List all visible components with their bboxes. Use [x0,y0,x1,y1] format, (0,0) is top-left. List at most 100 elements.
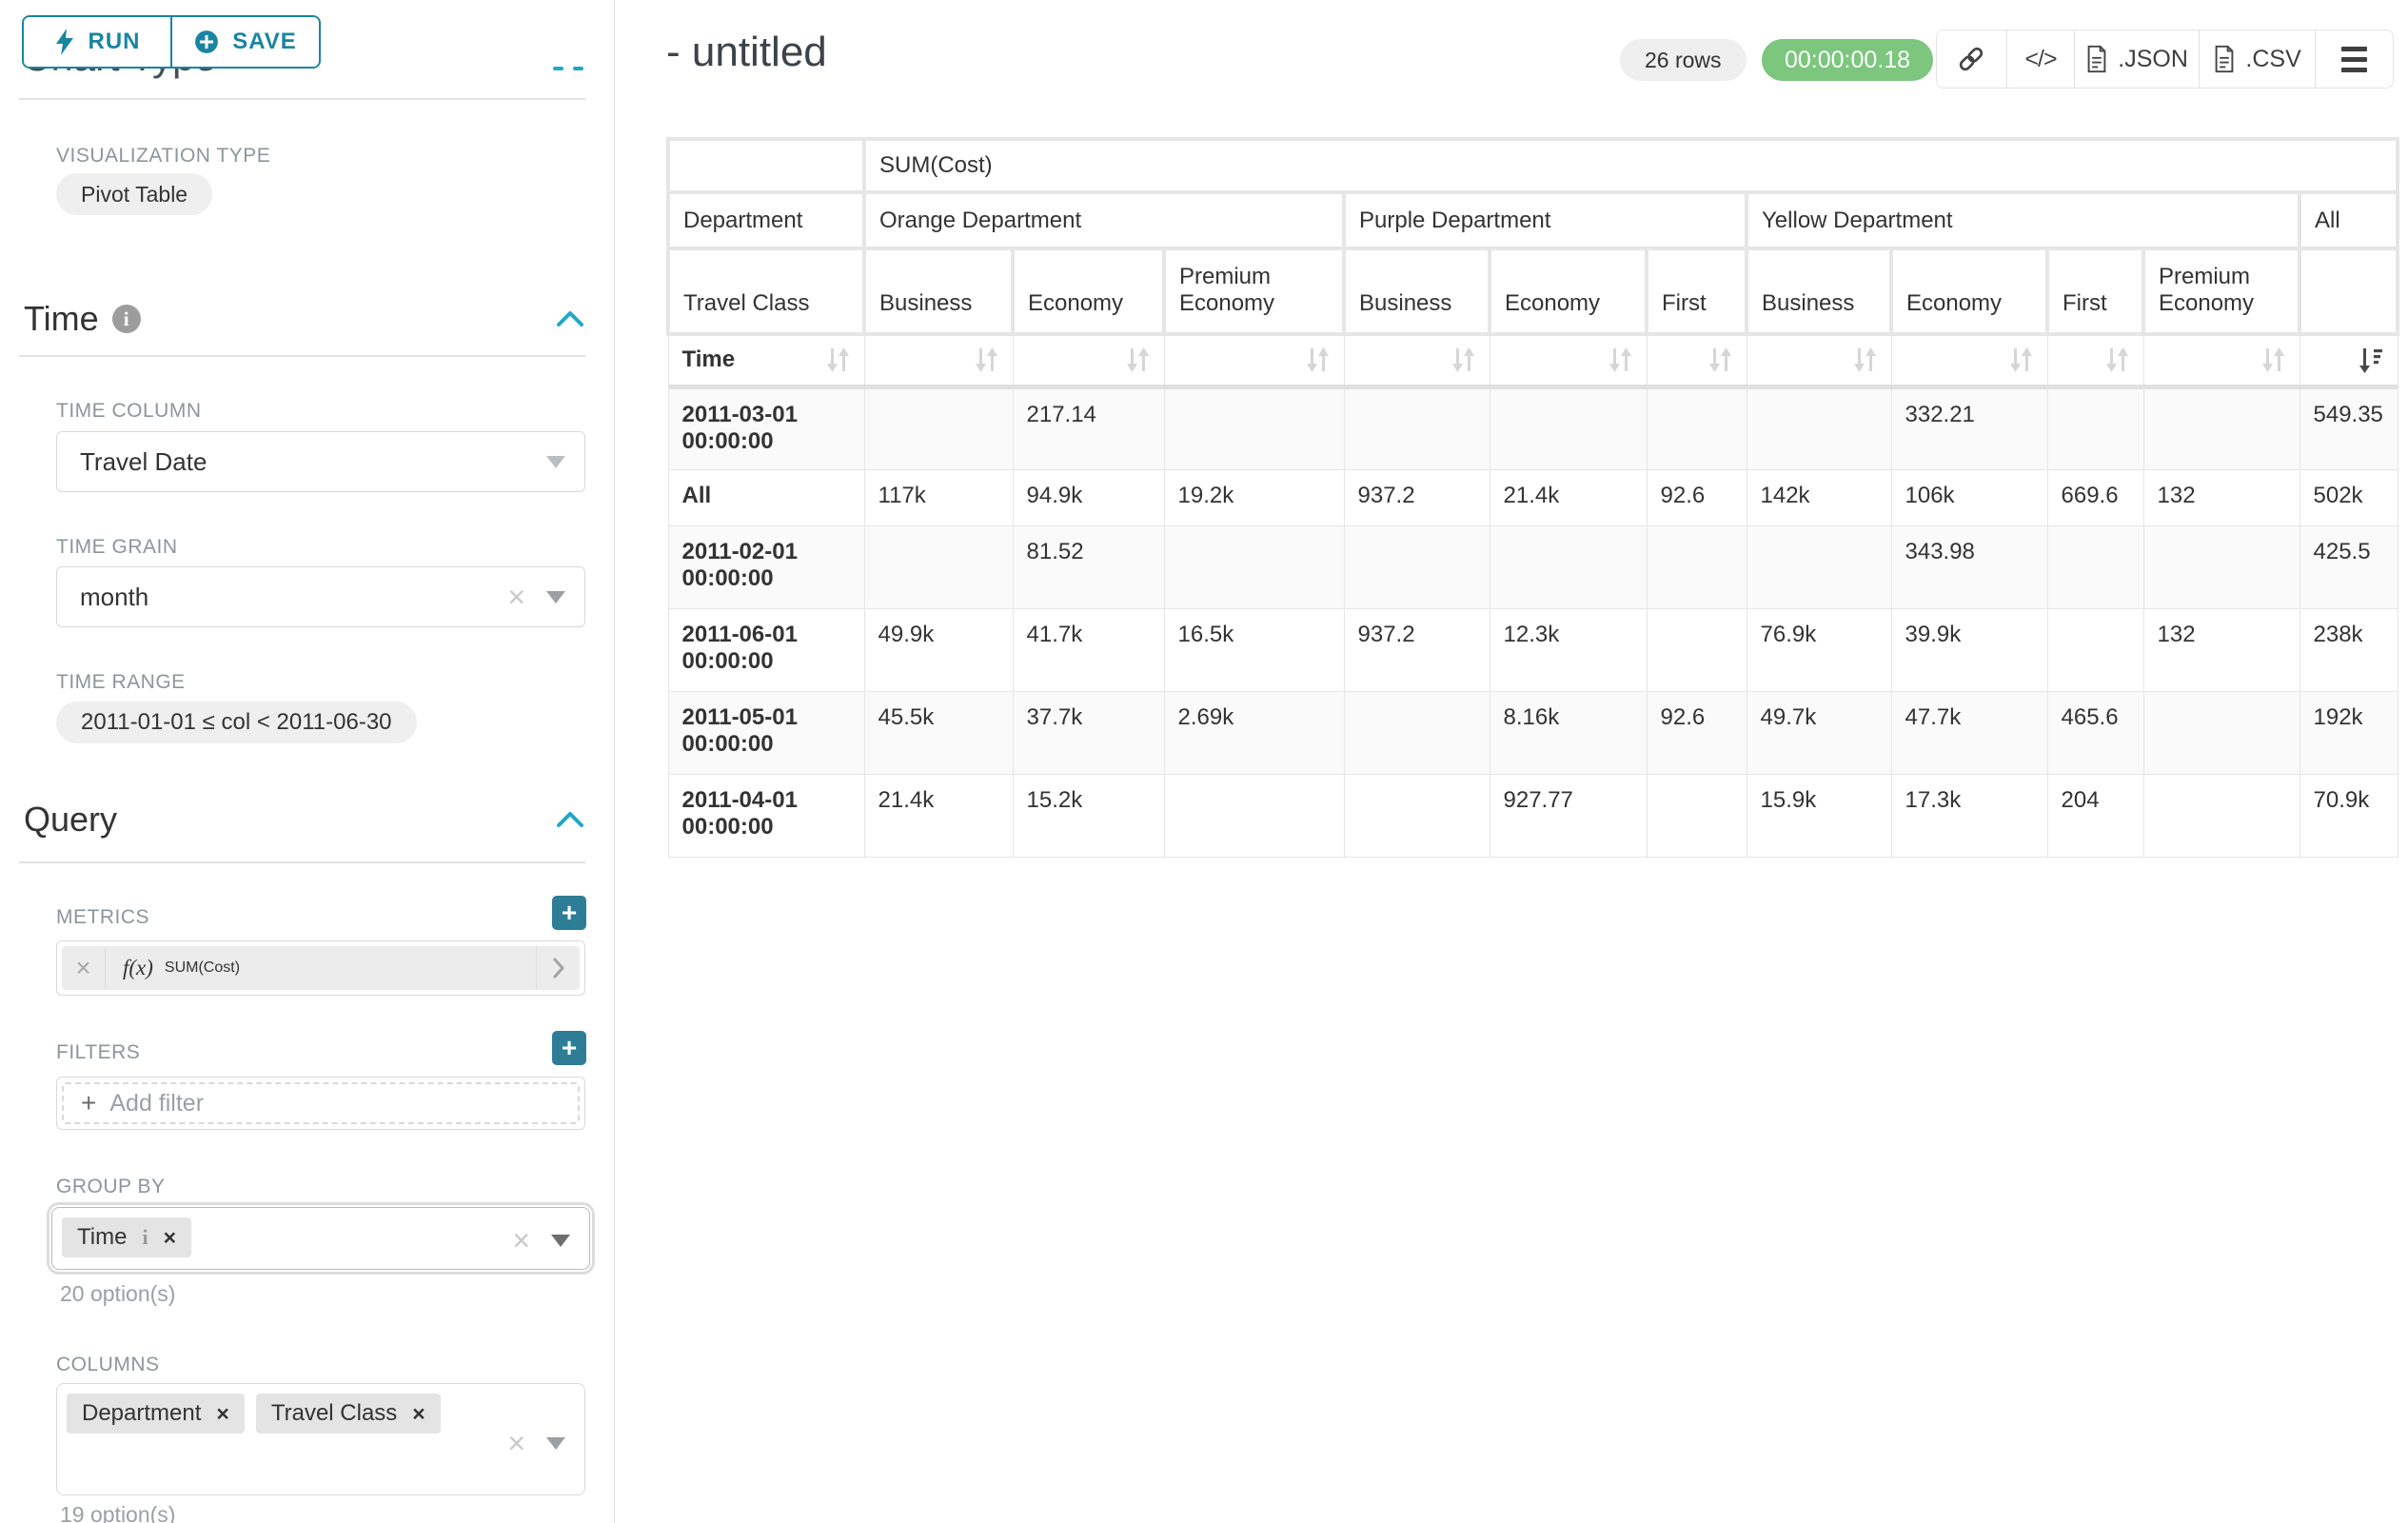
more-options-button[interactable] [2316,30,2393,88]
time-column-select[interactable]: Travel Date [56,431,585,492]
clipped-icon [573,67,583,70]
remove-metric-icon[interactable]: × [62,946,106,990]
sort-button[interactable] [1890,332,2048,389]
row-count-badge: 26 rows [1620,39,1747,81]
time-column-label: TIME COLUMN [56,400,202,422]
clear-icon[interactable]: × [507,580,525,614]
travel-class-header: Economy [1011,247,1166,336]
clear-icon[interactable]: × [512,1223,530,1257]
pivot-cell [1343,386,1490,470]
columns-chip[interactable]: Department × [67,1394,245,1434]
travel-class-header: First [2045,247,2145,336]
sort-button[interactable] [863,332,1014,389]
group-by-chip[interactable]: Time i × [62,1217,192,1257]
group-by-select[interactable]: Time i × × [47,1202,595,1275]
add-filter-button[interactable]: + Add filter [62,1082,580,1124]
metric-name: SUM(Cost) [164,959,241,976]
remove-chip-icon[interactable]: × [163,1224,177,1250]
metrics-label: METRICS [56,906,149,928]
travel-class-header: Business [1342,247,1491,336]
row-header: 2011-03-01 00:00:00 [667,386,865,470]
divider [19,355,585,357]
metric-header-cell: SUM(Cost) [861,137,2400,194]
sort-button[interactable] [2046,332,2144,389]
save-button[interactable]: SAVE [172,17,319,67]
sort-button[interactable] [2299,332,2398,389]
chevron-up-icon[interactable] [556,310,584,327]
chevron-right-icon[interactable] [536,946,580,990]
pivot-cell: 16.5k [1163,607,1345,692]
time-grain-select[interactable]: month × [56,566,585,627]
pivot-cell: 332.21 [1890,386,2048,470]
sort-icon [1853,347,1876,373]
pivot-cell [2046,607,2144,692]
add-metric-button[interactable]: + [552,896,586,930]
table-row: 2011-05-01 00:00:00 45.5k 37.7k 2.69k 8.16k 9… [667,690,2398,775]
time-grain-value: month [80,582,149,611]
metric-chip[interactable]: × f(x) SUM(Cost) [62,946,580,990]
export-csv-button[interactable]: .CSV [2199,30,2317,88]
export-button-group: </> .JSON .CSV [1936,30,2394,89]
time-grain-label: TIME GRAIN [56,536,178,558]
query-section-heading: Query [24,800,118,839]
pivot-cell [1646,773,1747,858]
embed-code-button[interactable]: </> [2006,30,2076,88]
pivot-cell: 49.7k [1746,690,1892,775]
sort-button[interactable] [1012,332,1165,389]
table-row: 2011-06-01 00:00:00 49.9k 41.7k 16.5k 937.2 1… [667,607,2398,692]
filters-label: FILTERS [56,1041,141,1063]
travel-class-header: Business [862,247,1015,336]
pivot-cell: 549.35 [2299,386,2398,470]
pivot-cell [2142,386,2300,470]
pivot-cell: 927.77 [1489,773,1648,858]
divider [19,98,585,100]
pivot-cell: 502k [2299,468,2398,526]
chevron-up-icon[interactable] [556,811,584,828]
add-filter-plus-button[interactable]: + [552,1031,586,1065]
clipped-icon [553,67,563,70]
sort-button[interactable]: Time [667,332,865,389]
remove-chip-icon[interactable]: × [216,1400,229,1426]
columns-select[interactable]: Department × Travel Class × × [56,1383,585,1495]
chart-title[interactable]: - untitled [666,29,827,75]
metric-header-row: SUM(Cost) [666,137,2400,194]
department-group-header: Orange Department [862,190,1346,250]
remove-chip-icon[interactable]: × [412,1400,425,1426]
sort-button[interactable] [1163,332,1345,389]
sort-button[interactable] [1746,332,1892,389]
sort-button[interactable] [1489,332,1648,389]
copy-link-button[interactable] [1937,30,2007,88]
row-header: 2011-04-01 00:00:00 [667,773,865,858]
pivot-cell: 217.14 [1012,386,1165,470]
sort-button[interactable] [1646,332,1747,389]
sort-button[interactable] [1343,332,1490,389]
department-group-header: All [2297,190,2400,250]
time-range-pill[interactable]: 2011-01-01 ≤ col < 2011-06-30 [56,702,417,743]
pivot-cell [1489,386,1648,470]
travel-class-header: Premium Economy [1162,247,1346,336]
clear-icon[interactable]: × [507,1426,525,1460]
sort-button[interactable] [2142,332,2300,389]
row-header: 2011-06-01 00:00:00 [667,607,865,692]
pivot-cell [1646,386,1747,470]
corner-cell [666,137,866,194]
pivot-cell: 21.4k [1489,468,1648,526]
group-by-options-hint: 20 option(s) [60,1281,176,1306]
pivot-cell: 49.9k [863,607,1014,692]
pivot-cell: 19.2k [1163,468,1345,526]
menu-icon [2341,46,2368,72]
columns-chip[interactable]: Travel Class × [255,1394,441,1434]
department-corner-label: Department [666,190,866,250]
sort-icon [1451,347,1474,373]
pivot-cell: 465.6 [2046,690,2144,775]
sort-icon [1126,347,1149,373]
department-header-row: Department Orange Department Purple Depa… [666,190,2400,250]
run-button[interactable]: RUN [24,17,172,67]
travel-class-header: First [1645,247,1748,336]
caret-down-icon [546,1436,565,1450]
plus-icon: + [81,1088,97,1118]
travel-class-header: Premium Economy [2142,247,2301,336]
export-json-button[interactable]: .JSON [2075,30,2200,88]
viz-type-pill[interactable]: Pivot Table [56,173,213,215]
code-icon: </> [2024,45,2057,72]
